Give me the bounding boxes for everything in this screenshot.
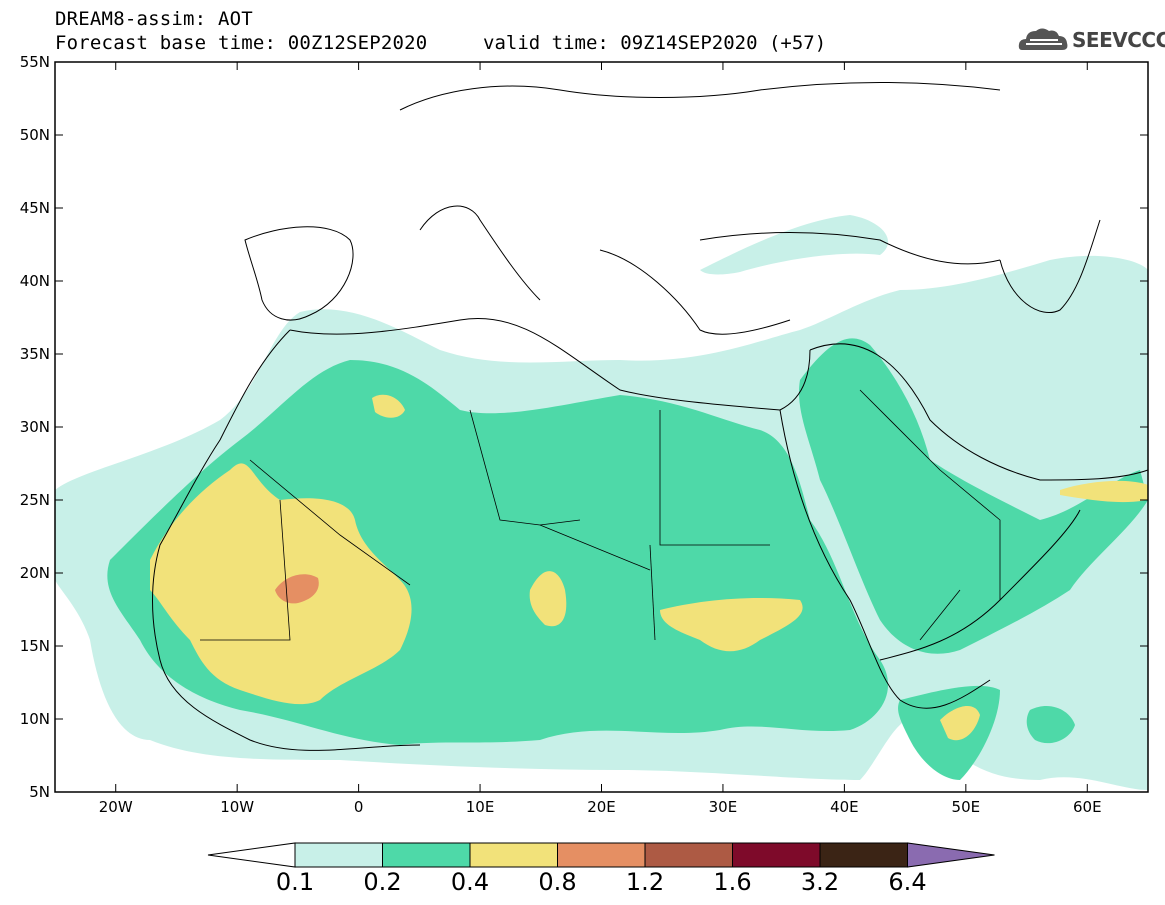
cloud-icon [1018,28,1068,50]
colorbar-label: 0.8 [538,868,577,896]
colorbar-swatch [294,842,383,868]
lon-tick-label: 10W [220,798,254,816]
aot-band-0-4 [660,598,803,652]
map-title: DREAM8-assim: AOT [55,8,253,30]
aot-band-0-1 [700,215,889,275]
colorbar-label: 0.1 [275,868,315,896]
lat-tick-label: 55N [20,53,50,71]
colorbar-swatch [469,842,558,868]
aot-band-0-2 [799,338,1148,654]
aot-field [55,215,1148,791]
lat-axis: 55N 50N 45N 40N 35N 30N 25N 20N 15N 10N 5N [20,53,1148,801]
lon-tick-label: 40E [830,798,859,816]
logo: SEEVCCC [1018,24,1165,58]
colorbar-swatch [732,842,821,868]
lon-tick-label: 10E [466,798,495,816]
colorbar-label: 3.2 [800,868,840,896]
aot-band-0-4 [1060,480,1148,503]
lat-tick-label: 25N [20,491,50,509]
colorbar-swatch [557,842,646,868]
lon-tick-label: 20W [99,798,133,816]
aot-band-0-4 [372,394,405,418]
logo-text: SEEVCCC [1072,28,1165,52]
lat-tick-label: 35N [20,345,50,363]
colorbar-under-arrow [207,842,296,868]
borders [200,389,1001,641]
colorbar-swatch [382,842,471,868]
lat-tick-label: 20N [20,564,50,582]
lat-tick-label: 50N [20,126,50,144]
colorbar-swatch [819,842,908,868]
colorbar-label: 0.4 [450,868,490,896]
aot-band-0-4 [940,705,980,741]
colorbar-swatch [644,842,733,868]
colorbar-label: 0.2 [363,868,402,896]
colorbar-label: 6.4 [888,868,927,896]
lon-axis: 20W 10W 0 10E 20E 30E 40E 50E 60E [99,62,1102,816]
lat-tick-label: 30N [20,418,50,436]
lon-tick-label: 20E [587,798,616,816]
aot-band-0-2 [1026,705,1075,744]
lon-tick-label: 0 [354,798,364,816]
lon-tick-label: 30E [709,798,738,816]
forecast-base-time: Forecast base time: 00Z12SEP2020 [55,32,428,54]
colorbar-label: 1.2 [625,868,665,896]
colorbar [207,842,995,868]
lat-tick-label: 45N [20,199,50,217]
lon-tick-label: 60E [1073,798,1102,816]
lat-tick-label: 40N [20,272,50,290]
aot-band-0-4 [529,571,567,627]
valid-time: valid time: 09Z14SEP2020 (+57) [483,32,827,54]
lat-tick-label: 15N [20,637,50,655]
colorbar-over-arrow [907,842,995,868]
lon-tick-label: 50E [952,798,981,816]
colorbar-label: 1.6 [713,868,752,896]
lat-tick-label: 5N [29,783,50,801]
lat-tick-label: 10N [20,710,50,728]
